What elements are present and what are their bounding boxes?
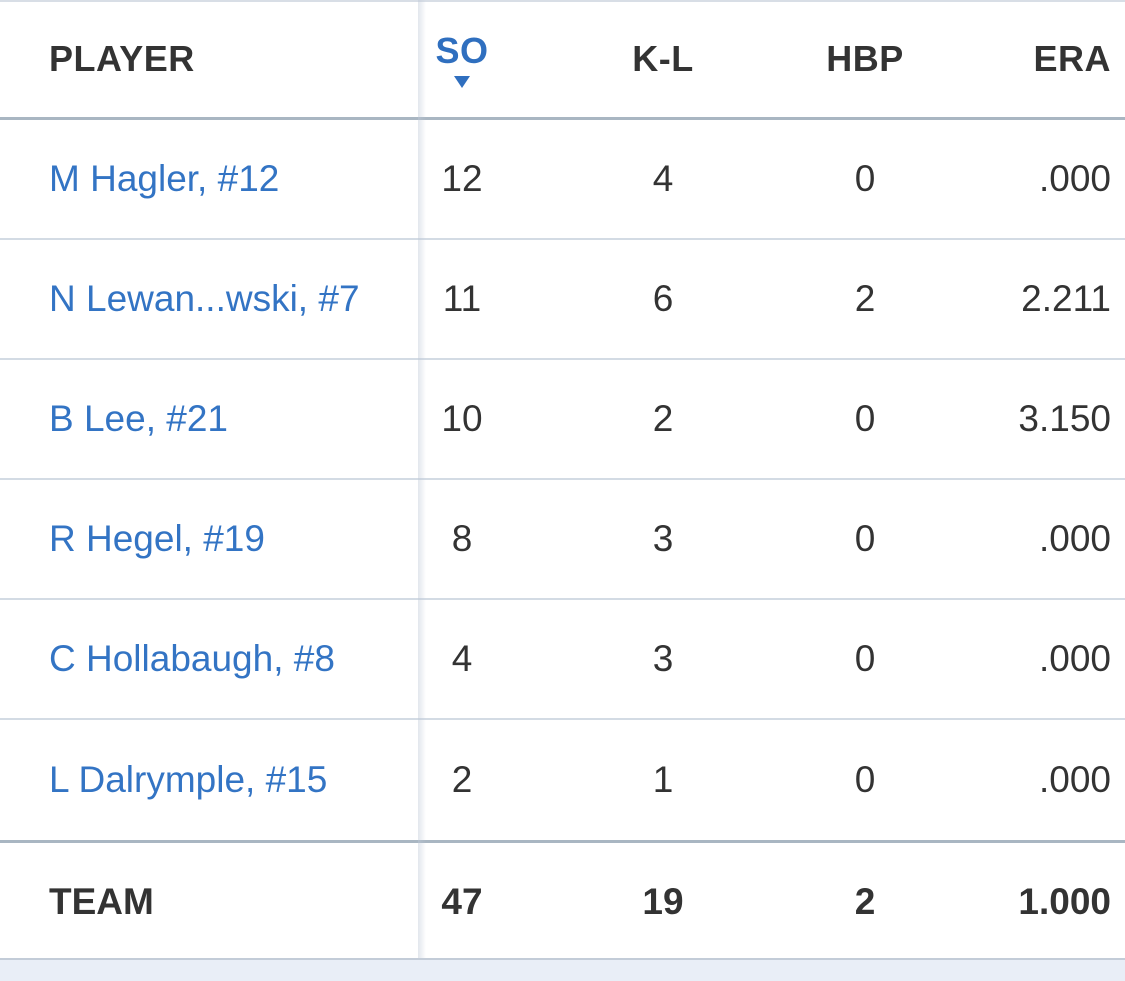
player-link[interactable]: R Hegel, #19 xyxy=(49,518,265,559)
frozen-column-shadow xyxy=(418,0,426,958)
team-kl-value: 19 xyxy=(642,881,684,922)
sort-descending-icon xyxy=(454,75,470,88)
column-header-era[interactable]: ERA xyxy=(1033,37,1111,79)
kl-value: 4 xyxy=(652,158,674,199)
team-era-value: 1.000 xyxy=(1018,881,1111,922)
hbp-value: 0 xyxy=(854,518,876,559)
column-header-so-label: SO xyxy=(435,29,489,71)
table-row: M Hagler, #12 12 4 0 .000 xyxy=(0,120,1125,240)
so-value: 11 xyxy=(442,278,482,319)
so-value: 2 xyxy=(451,759,473,800)
so-value: 10 xyxy=(441,398,483,439)
team-so-value: 47 xyxy=(441,881,483,922)
table-row: N Lewan...wski, #7 11 6 2 2.211 xyxy=(0,240,1125,360)
era-value: .000 xyxy=(1038,158,1111,199)
column-header-player[interactable]: PLAYER xyxy=(49,37,195,79)
player-link[interactable]: C Hollabaugh, #8 xyxy=(49,638,335,679)
player-link[interactable]: M Hagler, #12 xyxy=(49,158,280,199)
hbp-value: 0 xyxy=(854,759,876,800)
player-link[interactable]: B Lee, #21 xyxy=(49,398,228,439)
hbp-value: 0 xyxy=(854,638,876,679)
era-value: .000 xyxy=(1038,759,1111,800)
player-link[interactable]: N Lewan...wski, #7 xyxy=(49,278,360,319)
column-header-so[interactable]: SO xyxy=(420,0,504,117)
team-totals-row: TEAM 47 19 2 1.000 xyxy=(0,843,1125,961)
hbp-value: 2 xyxy=(854,278,876,319)
kl-value: 6 xyxy=(652,278,674,319)
so-value: 8 xyxy=(451,518,473,559)
hbp-value: 0 xyxy=(854,158,876,199)
era-value: 3.150 xyxy=(1018,398,1111,439)
era-value: 2.211 xyxy=(1021,278,1111,319)
table-row: L Dalrymple, #15 2 1 0 .000 xyxy=(0,720,1125,840)
kl-value: 3 xyxy=(652,518,674,559)
table-row: R Hegel, #19 8 3 0 .000 xyxy=(0,480,1125,600)
kl-value: 3 xyxy=(652,638,674,679)
kl-value: 2 xyxy=(652,398,674,439)
so-value: 4 xyxy=(451,638,473,679)
table-header-row: PLAYER SO K-L HBP ERA xyxy=(0,0,1125,120)
table-footer-bar xyxy=(0,958,1125,981)
kl-value: 1 xyxy=(652,759,674,800)
era-value: .000 xyxy=(1038,638,1111,679)
table-top-border xyxy=(0,0,1125,2)
column-header-hbp[interactable]: HBP xyxy=(826,37,904,79)
table-row: C Hollabaugh, #8 4 3 0 .000 xyxy=(0,600,1125,720)
hbp-value: 0 xyxy=(854,398,876,439)
team-label: TEAM xyxy=(49,881,154,922)
team-hbp-value: 2 xyxy=(854,881,876,922)
team-row-divider xyxy=(0,840,1125,843)
era-value: .000 xyxy=(1038,518,1111,559)
so-value: 12 xyxy=(441,158,483,199)
player-link[interactable]: L Dalrymple, #15 xyxy=(49,759,328,800)
table-row: B Lee, #21 10 2 0 3.150 xyxy=(0,360,1125,480)
column-header-kl[interactable]: K-L xyxy=(632,37,694,79)
